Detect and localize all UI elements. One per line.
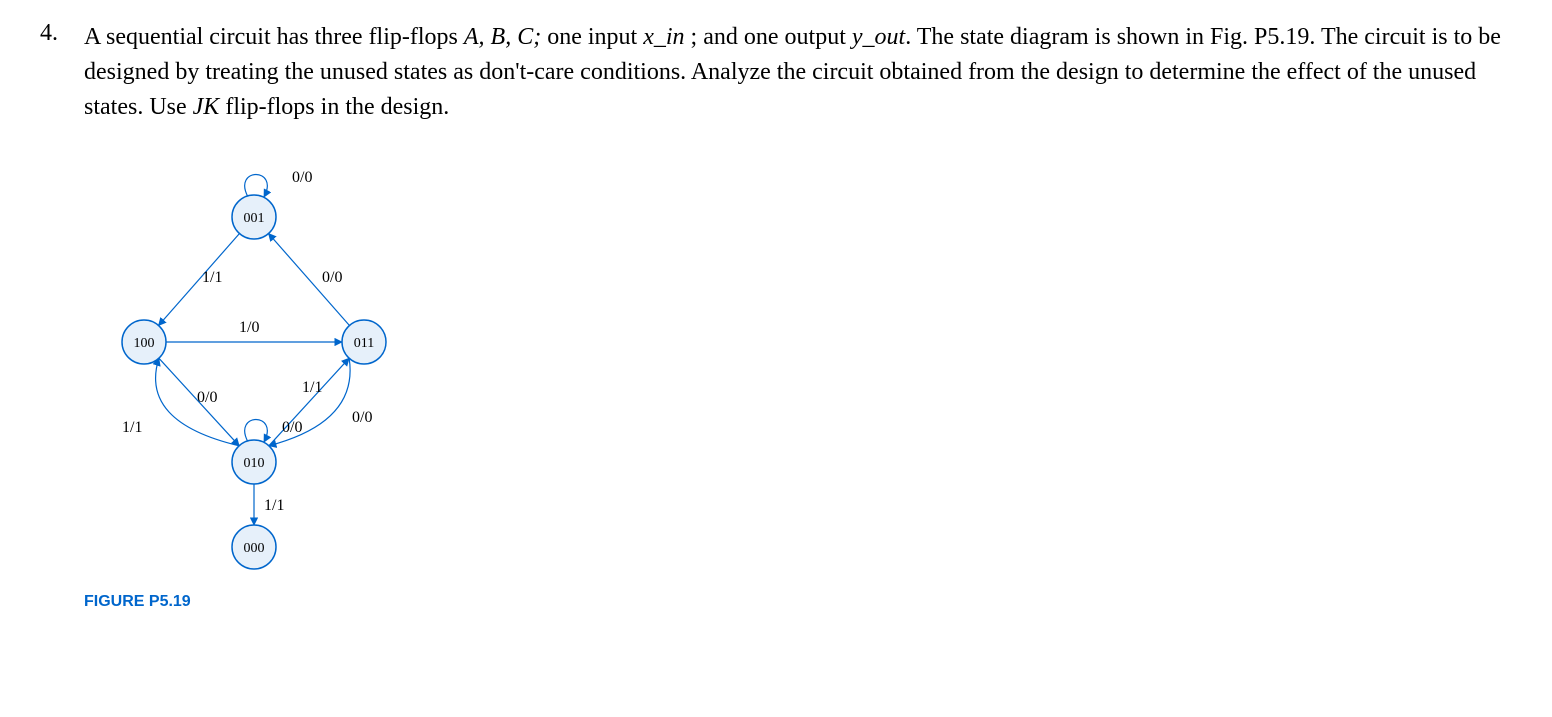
text-frag: ; and one output — [685, 24, 852, 50]
text-var-jk: JK — [193, 94, 220, 120]
text-var-abc: A, B, C; — [464, 24, 541, 50]
text-frag: one input — [541, 24, 643, 50]
edge-label: 0/0 — [197, 389, 217, 406]
problem-text: A sequential circuit has three flip-flop… — [84, 20, 1512, 614]
text-var-yout: y_out — [852, 24, 905, 50]
edge-label: 1/1 — [202, 269, 222, 286]
edge-label: 1/1 — [264, 497, 284, 514]
edge-010-011 — [269, 359, 349, 447]
figure-wrap: 0/0 1/1 0/0 1/0 0/0 1/1 1/1 0/0 0/0 1/1 100 001 011 0… — [84, 142, 1512, 613]
edge-001-001 — [245, 175, 268, 198]
problem-block: 4. A sequential circuit has three flip-f… — [40, 20, 1512, 614]
edge-001-100 — [159, 234, 240, 326]
edge-label: 0/0 — [322, 269, 342, 286]
edge-label: 0/0 — [352, 409, 372, 426]
text-frag: flip-flops in the design. — [219, 94, 449, 120]
state-node-label: 010 — [244, 456, 265, 471]
state-node-label: 011 — [354, 336, 374, 351]
text-frag: A sequential circuit has three flip-flop… — [84, 24, 464, 50]
text-var-xin: x_in — [643, 24, 684, 50]
state-node-label: 000 — [244, 541, 265, 556]
edge-label: 1/1 — [302, 379, 322, 396]
edge-label: 1/1 — [122, 419, 142, 436]
figure-caption: FIGURE P5.19 — [84, 590, 1512, 613]
problem-number: 4. — [40, 20, 68, 47]
state-node-label: 100 — [134, 336, 155, 351]
state-node-label: 001 — [244, 211, 265, 226]
edge-label: 1/0 — [239, 319, 259, 336]
state-diagram: 0/0 1/1 0/0 1/0 0/0 1/1 1/1 0/0 0/0 1/1 100 001 011 0… — [84, 142, 424, 582]
edge-label: 0/0 — [292, 169, 312, 186]
edge-label: 0/0 — [282, 419, 302, 436]
edge-010-010 — [245, 420, 268, 443]
